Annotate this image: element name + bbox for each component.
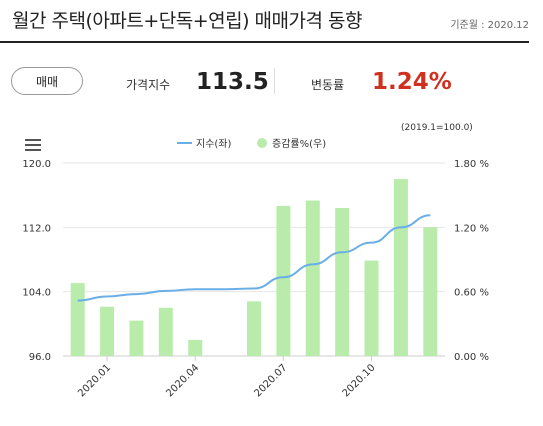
change-rate-value: 1.24% — [372, 69, 452, 95]
chart-axes: 96.0 104.0 112.0 120.0 0.00 % 0.60 % 1.20 % 1.8… — [22, 159, 489, 399]
rate-bar[interactable] — [305, 200, 320, 356]
legend-bar-swatch — [257, 138, 267, 148]
y-left-tick-label: 112.0 — [22, 223, 51, 234]
rate-bar[interactable] — [188, 339, 203, 356]
legend-index-label: 지수(좌) — [196, 138, 232, 150]
legend-rate-label: 증감률%(우) — [272, 138, 326, 150]
index-line — [77, 214, 431, 302]
rate-bar[interactable] — [100, 306, 115, 356]
hamburger-menu-icon[interactable] — [25, 139, 41, 151]
rate-bar[interactable] — [70, 283, 85, 356]
y-left-tick-label: 96.0 — [29, 352, 51, 363]
rate-bar[interactable] — [423, 227, 438, 356]
y-left-tick-label: 104.0 — [22, 288, 51, 299]
title-divider — [0, 41, 529, 43]
y-right-tick-label: 0.00 % — [454, 352, 489, 363]
chart-base-note: (2019.1=100.0) — [401, 123, 473, 133]
x-tick-label: 2020.10 — [341, 362, 378, 399]
trade-type-button[interactable]: 매매 — [11, 67, 83, 95]
y-right-tick-label: 1.20 % — [454, 223, 489, 234]
x-tick-label: 2020.01 — [76, 362, 113, 399]
rate-bar[interactable] — [129, 320, 144, 356]
chart-grid — [63, 162, 445, 357]
x-tick-label: 2020.07 — [252, 362, 289, 399]
rate-bar[interactable] — [393, 179, 408, 356]
summary-divider — [274, 68, 275, 94]
chart-legend[interactable]: 지수(좌) 증감률%(우) — [177, 138, 326, 150]
rate-bar[interactable] — [158, 307, 173, 356]
index-line-path[interactable] — [77, 214, 431, 302]
x-tick-label: 2020.04 — [164, 362, 201, 399]
y-right-tick-label: 1.80 % — [454, 159, 489, 170]
page-title: 월간 주택(아파트+단독+연립) 매매가격 동향 — [12, 10, 362, 32]
rate-bar[interactable] — [276, 205, 291, 356]
rate-bar[interactable] — [247, 301, 261, 356]
rate-bar[interactable] — [364, 260, 379, 356]
rate-bar[interactable] — [335, 208, 350, 356]
base-month-label: 기준월 : 2020.12 — [450, 20, 529, 31]
change-rate-label: 변동률 — [311, 78, 345, 92]
price-index-label: 가격지수 — [126, 78, 171, 92]
price-index-value: 113.5 — [196, 69, 269, 95]
y-left-tick-label: 120.0 — [22, 159, 51, 170]
y-right-tick-label: 0.60 % — [454, 288, 489, 299]
rate-bars — [70, 179, 438, 356]
